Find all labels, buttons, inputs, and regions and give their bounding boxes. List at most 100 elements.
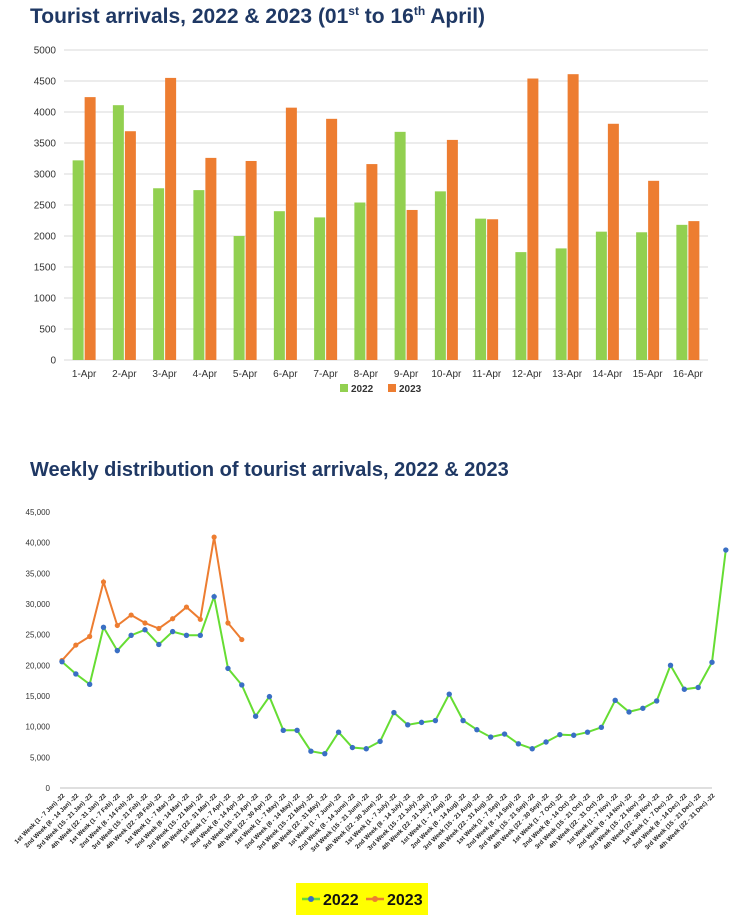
y-tick-label: 5,000 (30, 753, 51, 762)
bar-2022-6-Apr (273, 211, 285, 360)
point-2022 (363, 746, 369, 752)
bar-2023-14-Apr (607, 123, 619, 360)
bar-2023-1-Apr (84, 97, 96, 361)
point-2022 (418, 719, 425, 726)
bar-2022-11-Apr (475, 218, 487, 360)
point-2022 (667, 662, 674, 669)
bar-2022-5-Apr (233, 236, 245, 360)
x-tick-label: 9-Apr (394, 369, 419, 380)
bar-2022-14-Apr (595, 231, 607, 360)
x-tick-label: 1-Apr (72, 369, 97, 380)
point-2022 (640, 705, 646, 711)
point-2022 (529, 746, 535, 752)
x-tick-label: 16-Apr (673, 369, 704, 380)
point-2022 (515, 741, 522, 747)
point-2022 (405, 722, 411, 728)
bar-2023-2-Apr (124, 131, 136, 360)
point-2022 (142, 627, 148, 633)
point-2022 (681, 686, 688, 692)
point-2023 (225, 620, 231, 626)
x-tick-label: 5-Apr (233, 369, 258, 380)
line-chart-legend: 2022 2023 (296, 883, 428, 915)
bar-2022-15-Apr (636, 232, 648, 360)
legend-swatch-2023 (388, 384, 396, 392)
point-2022 (86, 681, 93, 688)
bar-2022-4-Apr (193, 190, 205, 360)
point-2022 (308, 748, 314, 754)
y-tick-label: 500 (39, 325, 56, 336)
point-2022 (211, 593, 217, 600)
point-2022 (391, 709, 397, 716)
point-2022 (612, 697, 618, 703)
point-2022 (571, 732, 577, 738)
bar-2022-9-Apr (394, 131, 406, 360)
y-tick-label: 2500 (34, 201, 57, 212)
y-tick-label: 1000 (34, 294, 57, 305)
point-2022 (100, 624, 107, 631)
point-2022 (557, 731, 563, 738)
y-tick-label: 25,000 (26, 631, 51, 640)
point-2022 (280, 727, 286, 734)
point-2022 (653, 698, 660, 704)
point-2023 (87, 633, 93, 640)
bar-2023-7-Apr (326, 118, 338, 360)
point-2023 (170, 616, 176, 622)
y-tick-label: 3500 (34, 139, 57, 150)
point-2023 (239, 636, 245, 643)
x-tick-label: 2-Apr (112, 369, 137, 380)
y-tick-label: 5000 (34, 46, 57, 57)
y-tick-label: 10,000 (26, 723, 51, 732)
bar-2022-2-Apr (112, 105, 124, 361)
bar-2023-8-Apr (366, 164, 378, 360)
bar-2023-4-Apr (205, 157, 217, 360)
point-2023 (183, 604, 190, 610)
y-tick-label: 20,000 (26, 661, 51, 670)
point-2022 (474, 727, 480, 733)
bar-chart: 0 500 1000 1500 2000 2500 3000 3500 4000 4500 5000… (34, 46, 708, 395)
y-tick-label: 15,000 (26, 692, 51, 701)
bar-2023-13-Apr (567, 74, 579, 361)
point-2022 (335, 729, 342, 735)
point-2022 (197, 632, 203, 638)
bar-chart-title: Tourist arrivals, 2022 & 2023 (01st to 1… (30, 4, 486, 28)
legend-label-2022: 2022 (351, 384, 374, 395)
bar-2023-11-Apr (487, 219, 499, 360)
bar-2023-12-Apr (527, 78, 539, 360)
bar-2022-16-Apr (676, 224, 688, 360)
point-2023 (211, 534, 217, 540)
point-2023 (128, 612, 134, 618)
point-2022 (169, 628, 176, 635)
y-tick-label: 2000 (34, 232, 57, 243)
series-line-2023 (61, 536, 243, 662)
point-2022 (377, 738, 383, 745)
bar-2023-10-Apr (446, 139, 458, 360)
bar-2023-15-Apr (648, 180, 660, 360)
legend-label-2023: 2023 (387, 892, 423, 909)
legend-label-2022: 2022 (323, 892, 359, 909)
point-2022 (446, 691, 452, 697)
point-2022 (252, 713, 259, 719)
point-2022 (598, 724, 605, 730)
x-tick-label: 6-Apr (273, 369, 298, 380)
point-2023 (197, 616, 203, 622)
bar-2023-16-Apr (688, 221, 700, 360)
point-2022 (294, 727, 300, 734)
bar-2022-1-Apr (72, 160, 84, 360)
point-2023 (100, 579, 107, 585)
y-tick-label: 4500 (34, 77, 57, 88)
bar-2023-9-Apr (406, 209, 418, 360)
y-tick-label: 1500 (34, 263, 57, 274)
point-2022 (501, 731, 508, 737)
point-2023 (142, 620, 148, 626)
point-2022 (73, 671, 79, 677)
point-2022 (695, 684, 701, 691)
point-2023 (114, 622, 120, 629)
line-chart-title: Weekly distribution of tourist arrivals,… (30, 459, 509, 481)
y-tick-label: 0 (46, 784, 51, 793)
x-tick-label: 10-Apr (431, 369, 462, 380)
point-2022 (626, 709, 632, 715)
point-2023 (156, 625, 162, 632)
x-tick-label: 14-Apr (592, 369, 623, 380)
bar-2022-13-Apr (555, 248, 567, 360)
bar-2022-3-Apr (153, 188, 165, 360)
